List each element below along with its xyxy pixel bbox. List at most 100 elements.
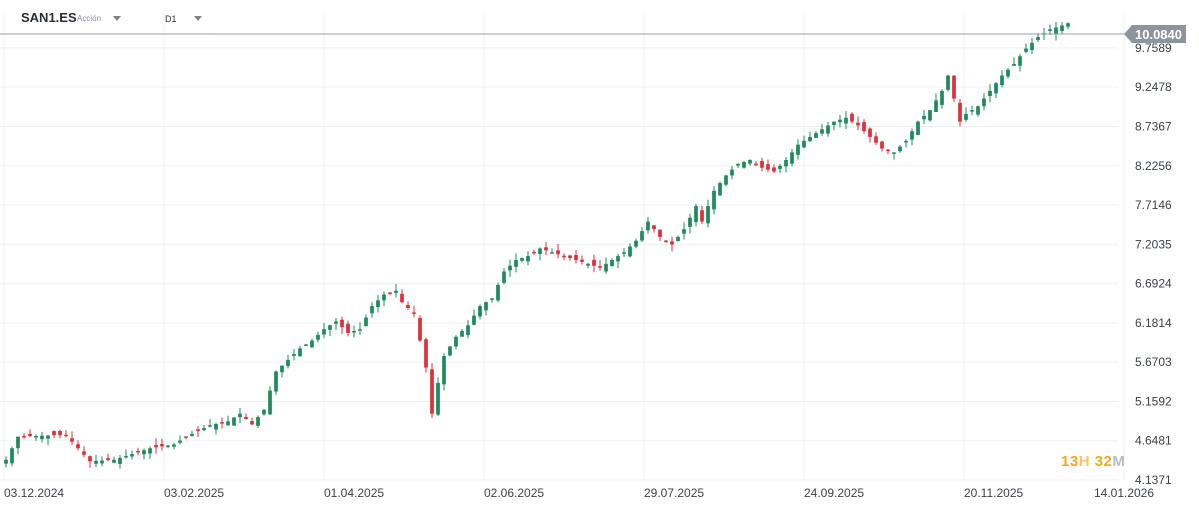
candle — [538, 247, 542, 261]
candle — [970, 105, 974, 116]
candle-body — [880, 141, 884, 149]
candle-body — [298, 348, 302, 357]
candle — [64, 430, 68, 438]
candle — [442, 353, 446, 391]
candle — [328, 324, 332, 337]
candle — [136, 447, 140, 456]
y-tick-label: 6.1814 — [1135, 316, 1172, 330]
timeframe-dropdown-chevron-icon[interactable] — [194, 16, 202, 21]
candle — [514, 253, 518, 273]
x-tick-label: 01.04.2025 — [324, 486, 384, 500]
candle-body — [640, 231, 644, 241]
candle-body — [904, 140, 908, 143]
candle-body — [172, 444, 176, 447]
candle — [556, 243, 560, 259]
candle-body — [490, 298, 494, 300]
candle — [460, 328, 464, 337]
candle — [562, 253, 566, 260]
candle — [1048, 24, 1052, 36]
candle-body — [130, 454, 134, 457]
candle-body — [520, 258, 524, 261]
candle — [640, 227, 644, 243]
candle — [754, 160, 758, 167]
candle — [724, 175, 728, 187]
candle — [352, 325, 356, 338]
candle-body — [46, 435, 50, 439]
candle — [94, 454, 98, 467]
candle — [10, 446, 14, 467]
candle — [976, 105, 980, 117]
x-axis: 03.12.2024 03.02.2025 01.04.2025 02.06.2025… — [4, 486, 1154, 500]
candle-body — [28, 433, 32, 437]
candle-body — [772, 167, 776, 172]
candle-body — [580, 259, 584, 262]
candle — [796, 139, 800, 160]
candle-body — [220, 422, 224, 424]
x-tick-label: 29.07.2025 — [644, 486, 704, 500]
candle-body — [706, 206, 710, 224]
candle-body — [868, 128, 872, 137]
candle-body — [1030, 42, 1034, 51]
candle — [196, 426, 200, 438]
candle-body — [406, 304, 410, 308]
candle-body — [430, 369, 434, 414]
candle-body — [154, 444, 158, 448]
candle-body — [424, 339, 428, 368]
candle-body — [388, 292, 392, 294]
candle — [730, 165, 734, 180]
candle — [784, 156, 788, 173]
timeframe-label[interactable]: D1 — [165, 14, 177, 24]
candle-body — [658, 229, 662, 237]
candle — [778, 164, 782, 174]
candle-body — [796, 144, 800, 155]
candle — [388, 292, 392, 296]
candle-body — [568, 255, 572, 259]
candle-body — [808, 136, 812, 142]
candle-body — [178, 440, 182, 443]
candle — [268, 386, 272, 416]
candle — [586, 262, 590, 269]
candles — [4, 22, 1070, 469]
candle-body — [688, 217, 692, 227]
candle — [202, 424, 206, 432]
candle-body — [370, 306, 374, 314]
candle-body — [586, 263, 590, 266]
candle — [574, 249, 578, 264]
candle — [118, 455, 122, 469]
candle — [916, 120, 920, 136]
candle-body — [514, 259, 518, 267]
candle — [1012, 57, 1016, 66]
candle-body — [964, 113, 968, 120]
candle — [760, 157, 764, 172]
candle-body — [52, 431, 56, 436]
candle-body — [784, 160, 788, 167]
candle-body — [574, 255, 578, 260]
candle-body — [760, 160, 764, 168]
candle — [856, 116, 860, 131]
candle — [1066, 22, 1070, 30]
candle — [484, 301, 488, 316]
candle-body — [922, 115, 926, 120]
candle-body — [670, 241, 674, 245]
candle-body — [502, 271, 506, 283]
y-tick-label: 5.1592 — [1135, 394, 1172, 408]
symbol-dropdown-chevron-icon[interactable] — [113, 16, 121, 21]
candle-body — [208, 425, 212, 427]
candle — [844, 111, 848, 130]
y-tick-label: 7.2035 — [1135, 237, 1172, 251]
symbol-label[interactable]: SAN1.ES — [21, 10, 77, 25]
candle-body — [802, 140, 806, 148]
candle — [316, 331, 320, 343]
x-tick-label: 14.01.2026 — [1094, 486, 1154, 500]
candle-body — [376, 300, 380, 308]
candle-body — [616, 256, 620, 262]
y-tick-label: 9.2478 — [1135, 80, 1172, 94]
candle — [334, 317, 338, 331]
candle-body — [310, 340, 314, 348]
candle — [904, 139, 908, 148]
candle-body — [940, 90, 944, 105]
candle-body — [682, 229, 686, 234]
candle-body — [766, 164, 770, 170]
candle-body — [34, 435, 38, 438]
